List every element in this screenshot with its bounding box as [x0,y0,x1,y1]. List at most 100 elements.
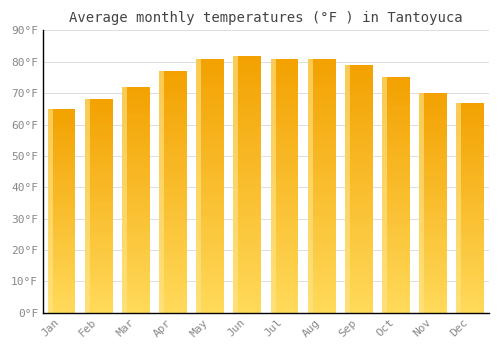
Bar [382,134,410,139]
Bar [234,138,262,143]
Bar [159,173,187,177]
Bar [382,77,410,82]
Bar [159,134,187,139]
Bar [345,65,373,70]
Bar [234,308,262,313]
Bar [419,163,447,168]
Bar [345,243,373,248]
Bar [85,181,112,185]
Bar [456,107,484,111]
Bar [196,84,224,89]
Bar [308,160,336,165]
Bar [234,153,262,158]
Bar [122,245,150,250]
Bar [85,219,112,223]
Bar [159,153,187,158]
Bar [159,202,187,206]
Bar [122,200,150,204]
Bar [419,260,447,264]
Bar [345,214,373,218]
Bar [345,298,373,303]
Bar [308,226,336,231]
Bar [456,132,484,136]
Bar [85,308,112,313]
Bar [85,146,112,150]
Bar [382,129,410,134]
Bar [456,128,484,132]
Bar [234,236,262,241]
Bar [122,119,150,123]
Bar [345,75,373,80]
Bar [382,139,410,143]
Bar [122,96,150,100]
Bar [196,231,224,237]
Bar [85,108,112,112]
Bar [345,124,373,130]
Bar [419,256,447,260]
Bar [85,206,112,210]
Bar [122,303,150,308]
Bar [48,186,76,190]
Bar [345,119,373,124]
Bar [234,210,262,215]
Bar [159,250,187,255]
Bar [419,212,447,216]
Bar [85,134,112,138]
Bar [308,186,336,191]
Bar [85,266,112,270]
Bar [122,195,150,200]
Bar [419,238,447,243]
Bar [196,69,224,74]
Bar [85,304,112,308]
Bar [234,163,262,169]
Bar [159,119,187,124]
Bar [48,174,76,178]
Bar [85,261,112,266]
Bar [85,155,112,159]
Bar [308,135,336,140]
Bar [234,205,262,210]
Bar [456,296,484,300]
Bar [308,145,336,150]
Bar [48,247,76,252]
Bar [48,149,76,154]
Bar [159,298,187,303]
Bar [85,253,112,257]
Bar [270,231,298,237]
Bar [196,272,224,277]
Bar [419,190,447,194]
Bar [308,114,336,120]
Bar [48,260,76,264]
Bar [308,221,336,226]
Bar [196,74,224,79]
Bar [382,195,410,200]
Bar [85,274,112,279]
Bar [382,190,410,195]
Bar [196,257,224,262]
Bar [85,300,112,304]
Bar [48,300,76,304]
Bar [196,125,224,130]
Bar [159,236,187,240]
Bar [196,120,224,125]
Bar [456,166,484,170]
Bar [159,100,187,105]
Bar [382,252,410,256]
Bar [122,87,150,91]
Bar [159,264,187,269]
Bar [308,120,336,125]
Bar [456,170,484,174]
Bar [456,187,484,191]
Bar [382,158,410,162]
Bar [308,155,336,160]
Bar [456,212,484,216]
Bar [382,125,410,129]
Bar [345,130,373,134]
Bar [419,172,447,176]
Bar [48,125,76,129]
Bar [308,206,336,211]
Bar [456,191,484,195]
Bar [382,242,410,247]
Bar [122,218,150,222]
Bar [122,258,150,263]
